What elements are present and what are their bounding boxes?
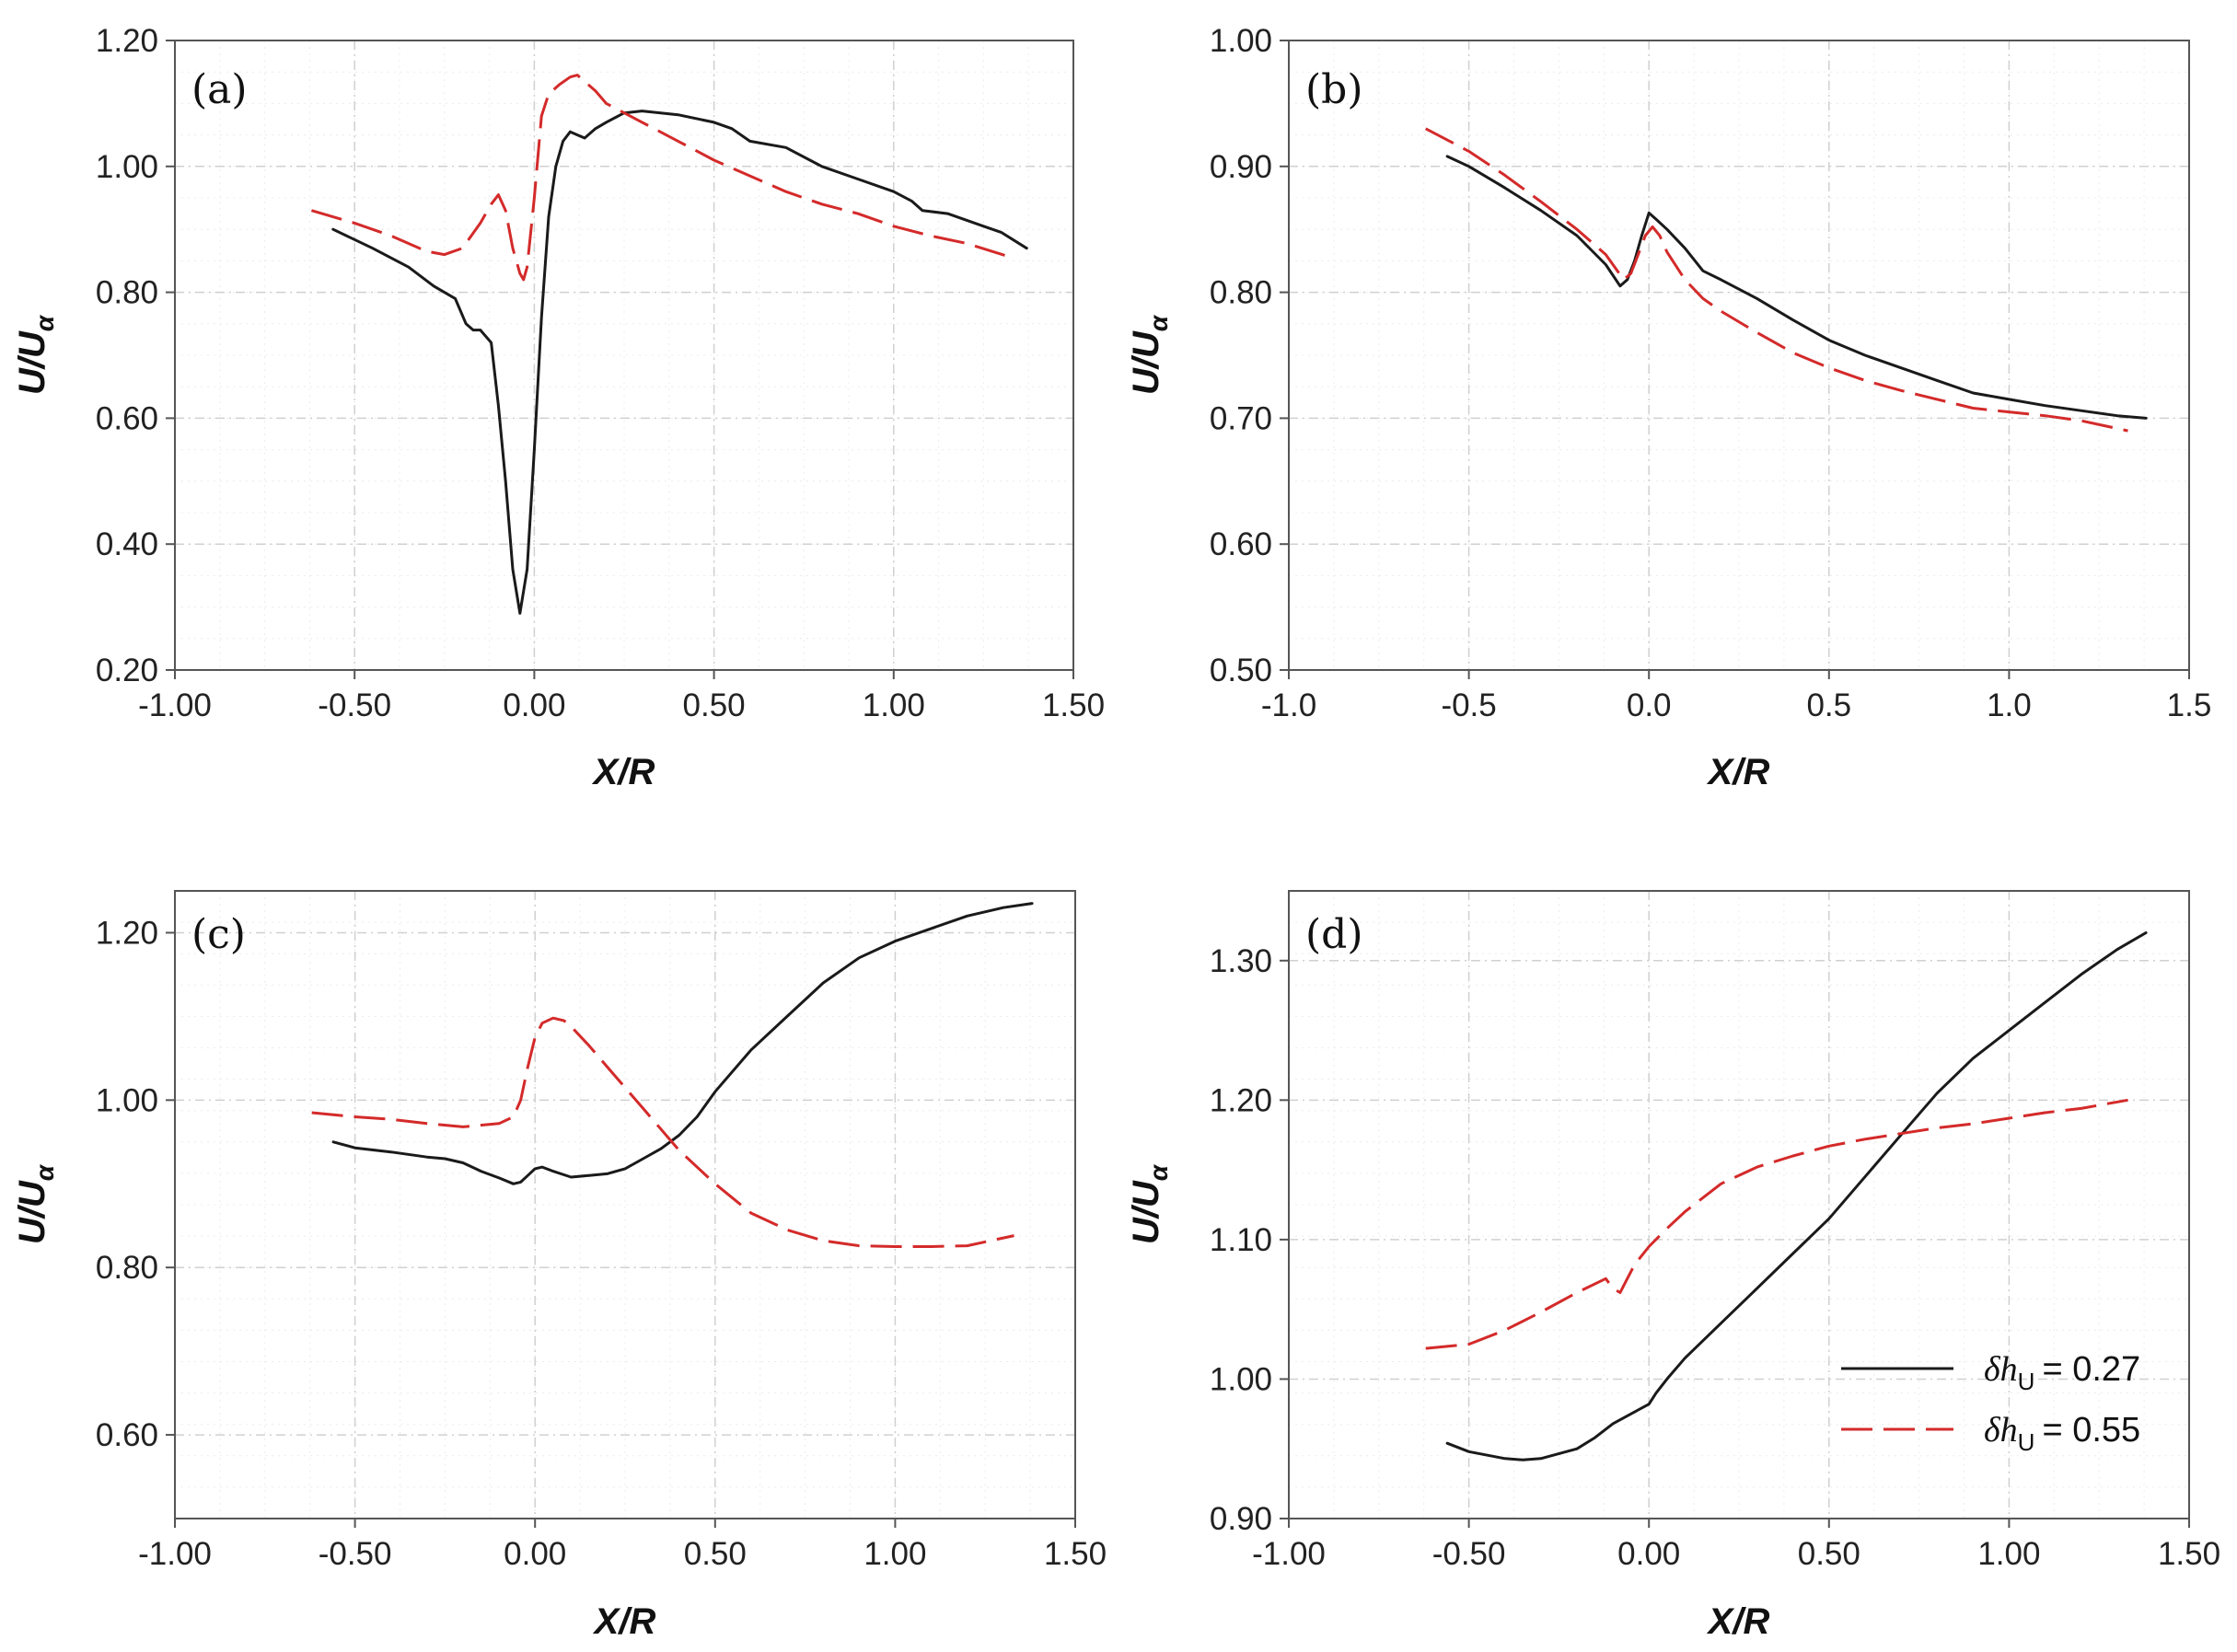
chart1-series-solid-line: [1445, 155, 2148, 420]
chart2-y-tick-label: 0.80: [96, 1250, 158, 1286]
chart-panel-c: -1.00 -0.50 0.00 0.50 1.00 1.50 0.60 0.80 1.00 1.…: [12, 890, 1107, 1642]
chart-panel-d: -1.00 -0.50 0.00 0.50 1.00 1.50 0.90 1.00 1.10 1.…: [1126, 890, 2220, 1642]
chart0-y-tick-label: 0.80: [96, 275, 158, 311]
chart0-y-tick-label: 1.00: [96, 149, 158, 185]
chart0-series-solid-line: [331, 110, 1028, 615]
chart3-series-solid-line: [1445, 931, 2148, 1461]
chart2-y-axis-label: U/Uα: [12, 1163, 59, 1244]
chart0-series-dashed-line: [310, 74, 1014, 282]
chart3-plot-frame: [1288, 890, 2190, 1519]
chart3-y-tick-label: 1.30: [1210, 943, 1272, 979]
legend-dashed-label: δhU = 0.55: [1984, 1411, 2140, 1456]
chart0-x-tick-label: 0.00: [503, 687, 565, 723]
chart2-y-tick-label: 0.60: [96, 1417, 158, 1453]
chart3-y-tick-label: 0.90: [1210, 1501, 1272, 1537]
chart1-y-tick-label: 0.90: [1210, 149, 1272, 185]
chart1-series-dashed-line: [1425, 127, 2128, 433]
chart3-x-axis-label: X/R: [1707, 1601, 1770, 1642]
chart2-x-tick-label: 1.50: [1044, 1536, 1107, 1572]
chart0-y-tick-label: 1.20: [96, 23, 158, 59]
chart3-y-tick-label: 1.10: [1210, 1222, 1272, 1258]
chart2-y-tick-label: 1.00: [96, 1082, 158, 1118]
chart2-x-tick-label: -1.00: [138, 1536, 212, 1572]
chart2-series-solid-line: [331, 902, 1034, 1185]
chart3-x-tick-label: 1.00: [1977, 1536, 2040, 1572]
chart0-plot-frame: [174, 40, 1074, 671]
chart1-x-tick-label: 1.5: [2167, 687, 2212, 723]
chart0-y-tick-label: 0.20: [96, 653, 158, 688]
legend-solid-label: δhU = 0.27: [1984, 1350, 2140, 1395]
chart3-y-tick-label: 1.20: [1210, 1082, 1272, 1118]
chart1-y-tick-label: 0.70: [1210, 400, 1272, 436]
chart0-x-tick-label: -0.50: [318, 687, 391, 723]
chart3-x-tick-label: 1.50: [2158, 1536, 2220, 1572]
chart1-x-tick-label: 0.5: [1806, 687, 1851, 723]
chart3-x-tick-label: -0.50: [1432, 1536, 1506, 1572]
chart1-x-axis-label: X/R: [1707, 752, 1770, 792]
chart3-panel-label: (d): [1305, 911, 1363, 958]
chart3-y-axis-label: U/Uα: [1126, 1163, 1173, 1244]
chart2-plot-frame: [174, 890, 1076, 1519]
chart1-y-tick-label: 0.80: [1210, 275, 1272, 311]
chart2-y-tick-label: 1.20: [96, 915, 158, 951]
chart0-x-tick-label: 1.50: [1042, 687, 1105, 723]
chart2-x-tick-label: 0.50: [684, 1536, 747, 1572]
chart1-x-tick-label: -0.5: [1441, 687, 1496, 723]
chart0-x-tick-label: 0.50: [683, 687, 746, 723]
chart0-panel-label: (a): [191, 66, 248, 113]
chart-panel-a: -1.00 -0.50 0.00 0.50 1.00 1.50 0.20 0.40 0.60 0.…: [12, 23, 1105, 792]
chart2-x-tick-label: 0.00: [504, 1536, 566, 1572]
chart0-x-axis-label: X/R: [592, 752, 655, 792]
chart3-x-tick-label: 0.00: [1617, 1536, 1680, 1572]
chart0-y-tick-label: 0.40: [96, 526, 158, 562]
chart1-y-tick-label: 0.60: [1210, 526, 1272, 562]
chart0-x-tick-label: 1.00: [863, 687, 925, 723]
chart0-y-axis-label: U/Uα: [12, 314, 59, 395]
chart1-x-tick-label: 0.0: [1627, 687, 1672, 723]
chart3-x-tick-label: -1.00: [1252, 1536, 1326, 1572]
chart1-y-tick-label: 0.50: [1210, 653, 1272, 688]
chart-panel-b: -1.0 -0.5 0.0 0.5 1.0 1.5 0.50 0.60 0.70 0.80 0.90…: [1126, 23, 2211, 792]
chart1-x-tick-label: -1.0: [1261, 687, 1316, 723]
chart2-x-tick-label: -0.50: [319, 1536, 392, 1572]
chart2-series-dashed-line: [311, 1016, 1014, 1248]
chart1-plot-frame: [1288, 40, 2190, 671]
chart0-y-tick-label: 0.60: [96, 400, 158, 436]
chart0-x-tick-label: -1.00: [138, 687, 212, 723]
chart3-x-tick-label: 0.50: [1798, 1536, 1860, 1572]
chart1-x-tick-label: 1.0: [1987, 687, 2032, 723]
chart1-y-tick-label: 1.00: [1210, 23, 1272, 59]
chart3-series-dashed-line: [1425, 1098, 2128, 1350]
chart2-x-axis-label: X/R: [593, 1601, 656, 1642]
chart1-panel-label: (b): [1305, 66, 1363, 113]
chart3-y-tick-label: 1.00: [1210, 1361, 1272, 1397]
chart2-panel-label: (c): [191, 911, 246, 958]
chart2-x-tick-label: 1.00: [864, 1536, 926, 1572]
chart1-y-axis-label: U/Uα: [1126, 314, 1173, 395]
